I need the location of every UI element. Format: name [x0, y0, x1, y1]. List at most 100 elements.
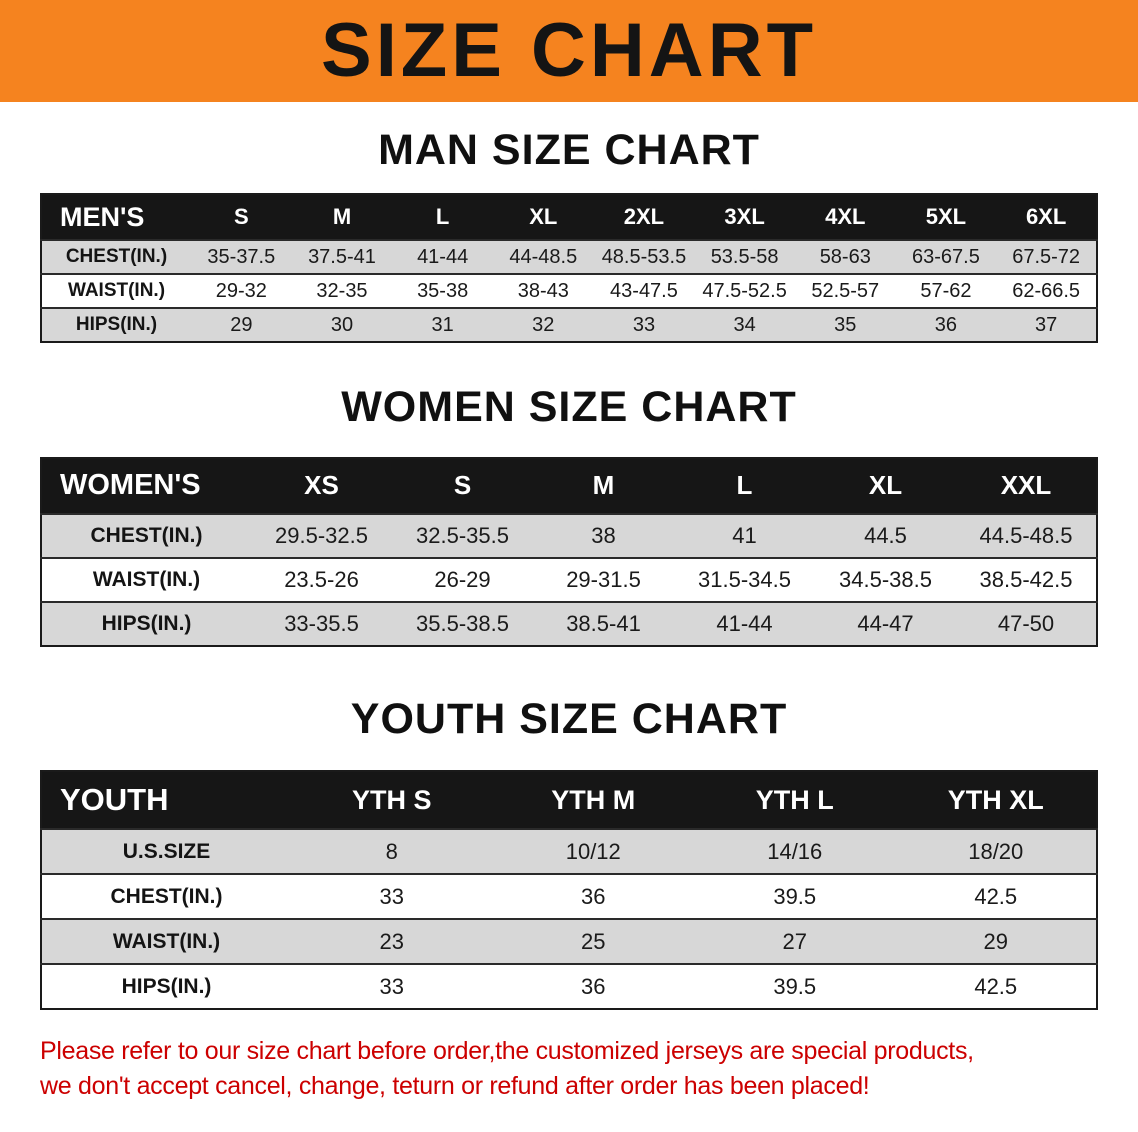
size-value-cell: 23: [379, 928, 404, 954]
size-chart-page: SIZE CHART MAN SIZE CHART MEN'S S M L XL 2XL 3…: [0, 0, 1138, 1104]
size-value-cell: 29.5-32.5: [275, 522, 368, 548]
size-value-cell: 30: [330, 313, 354, 336]
table-row: CHEST(IN.) 29.5-32.5 32.5-35.5 38 41 44.5 44.5…: [41, 513, 1097, 558]
size-value-cell: 41-44: [417, 245, 469, 268]
size-value-cell: 35-37.5: [207, 245, 276, 268]
table-header-row: WOMEN'S XS S M L XL XXL: [41, 457, 1097, 514]
size-value-cell: 27: [782, 928, 807, 954]
size-value-cell: 32.5-35.5: [416, 522, 509, 548]
size-column-header: XL: [492, 194, 594, 241]
youth-size-chart-section: YOUTH SIZE CHART YOUTH YTH S YTH M YTH L YTH…: [0, 694, 1138, 1011]
table-row: WAIST(IN.) 23 25 27 29: [41, 919, 1097, 965]
size-value-cell: 29: [983, 928, 1008, 954]
size-column-header: 5XL: [895, 194, 997, 241]
table-header-row: YOUTH YTH S YTH M YTH L YTH XL: [41, 771, 1097, 830]
table-row: CHEST(IN.) 33 36 39.5 42.5: [41, 874, 1097, 919]
size-value-cell: 33: [379, 973, 404, 999]
size-column-header: XL: [815, 457, 956, 514]
table-row: WAIST(IN.) 29-32 32-35 35-38 38-43 43-47.5 47.…: [41, 274, 1097, 308]
note-line-1: Please refer to our size chart before or…: [40, 1037, 974, 1066]
size-value-cell: 36: [581, 883, 606, 909]
size-value-cell: 41: [732, 522, 757, 548]
size-value-cell: 36: [581, 973, 606, 999]
size-value-cell: 32: [532, 313, 555, 336]
row-label: HIPS(IN.): [121, 974, 212, 998]
size-value-cell: 47-50: [997, 610, 1055, 636]
table-row: U.S.SIZE 8 10/12 14/16 18/20: [41, 829, 1097, 875]
table-corner-label: WOMEN'S: [41, 457, 251, 514]
row-label: WAIST(IN.): [112, 929, 221, 953]
size-value-cell: 63-67.5: [912, 245, 980, 268]
size-value-cell: 18/20: [968, 838, 1024, 864]
size-value-cell: 39.5: [773, 883, 817, 909]
table-header-row: MEN'S S M L XL 2XL 3XL 4XL 5XL 6XL: [41, 194, 1097, 241]
women-section-heading: WOMEN SIZE CHART: [341, 383, 797, 432]
size-value-cell: 26-29: [434, 566, 491, 592]
footer-note: Please refer to our size chart before or…: [40, 1034, 1138, 1104]
size-column-header: XS: [251, 457, 392, 514]
row-label: WAIST(IN.): [92, 567, 201, 591]
size-value-cell: 31: [431, 313, 454, 336]
size-value-cell: 8: [385, 838, 398, 864]
size-value-cell: 31.5-34.5: [698, 566, 791, 592]
row-label: HIPS(IN.): [75, 314, 158, 336]
row-label: CHEST(IN.): [110, 884, 223, 908]
size-value-cell: 35-38: [417, 279, 469, 302]
size-value-cell: 33-35.5: [284, 610, 359, 636]
size-column-header: 3XL: [694, 194, 795, 241]
men-section-heading: MAN SIZE CHART: [378, 126, 760, 174]
size-column-header: L: [674, 457, 815, 514]
table-row: WAIST(IN.) 23.5-26 26-29 29-31.5 31.5-34.5 34…: [41, 557, 1097, 602]
men-size-table: MEN'S S M L XL 2XL 3XL 4XL 5XL 6XL CHEST(IN.) 35-37…: [40, 193, 1098, 344]
size-value-cell: 67.5-72: [1012, 245, 1081, 268]
size-value-cell: 33: [379, 883, 404, 909]
table-row: HIPS(IN.) 33 36 39.5 42.5: [41, 964, 1097, 1009]
row-label: CHEST(IN.): [90, 523, 203, 547]
size-value-cell: 53.5-58: [710, 245, 779, 268]
size-column-header: XXL: [956, 457, 1097, 514]
size-column-header: S: [191, 194, 292, 241]
size-value-cell: 47.5-52.5: [702, 279, 787, 302]
size-value-cell: 42.5: [974, 883, 1018, 909]
size-value-cell: 44-47: [857, 610, 914, 636]
size-value-cell: 32-35: [316, 279, 368, 302]
size-column-header: YTH M: [492, 771, 694, 830]
size-column-header: YTH XL: [895, 771, 1097, 830]
banner: SIZE CHART: [0, 0, 1138, 102]
table-corner-label: YOUTH: [41, 771, 291, 830]
row-label: WAIST(IN.): [67, 280, 166, 302]
size-value-cell: 42.5: [974, 973, 1018, 999]
size-value-cell: 57-62: [920, 279, 972, 302]
size-value-cell: 29-32: [215, 279, 267, 302]
size-column-header: YTH S: [291, 771, 493, 830]
size-value-cell: 36: [934, 313, 958, 336]
size-column-header: S: [392, 457, 533, 514]
row-label: U.S.SIZE: [122, 839, 211, 863]
size-value-cell: 52.5-57: [811, 279, 880, 302]
size-value-cell: 33: [632, 313, 656, 336]
note-line-2: we don't accept cancel, change, teturn o…: [40, 1072, 870, 1101]
size-value-cell: 29-31.5: [566, 566, 641, 592]
size-value-cell: 34.5-38.5: [839, 566, 932, 592]
size-value-cell: 39.5: [773, 973, 817, 999]
size-value-cell: 44.5-48.5: [979, 522, 1073, 548]
size-value-cell: 48.5-53.5: [601, 245, 687, 268]
size-value-cell: 44-48.5: [509, 245, 578, 268]
youth-section-heading: YOUTH SIZE CHART: [350, 694, 788, 743]
women-size-chart-section: WOMEN SIZE CHART WOMEN'S XS S M L XL XXL CHEST(…: [0, 383, 1138, 647]
size-value-cell: 44.5: [864, 522, 907, 548]
size-value-cell: 35: [834, 313, 857, 336]
size-value-cell: 14/16: [767, 838, 823, 864]
size-value-cell: 10/12: [565, 838, 621, 864]
size-column-header: M: [291, 194, 393, 241]
size-value-cell: 23.5-26: [284, 566, 359, 592]
size-value-cell: 37.5-41: [308, 245, 376, 268]
table-row: HIPS(IN.) 33-35.5 35.5-38.5 38.5-41 41-44 44-…: [41, 601, 1097, 646]
size-value-cell: 38.5-41: [566, 610, 641, 636]
size-value-cell: 43-47.5: [610, 279, 678, 302]
size-value-cell: 29: [230, 313, 253, 336]
table-row: HIPS(IN.) 29 30 31 32 33 34 35 36 37: [41, 308, 1097, 343]
row-label: CHEST(IN.): [65, 246, 168, 268]
size-value-cell: 38.5-42.5: [979, 566, 1073, 592]
size-column-header: 6XL: [996, 194, 1097, 241]
